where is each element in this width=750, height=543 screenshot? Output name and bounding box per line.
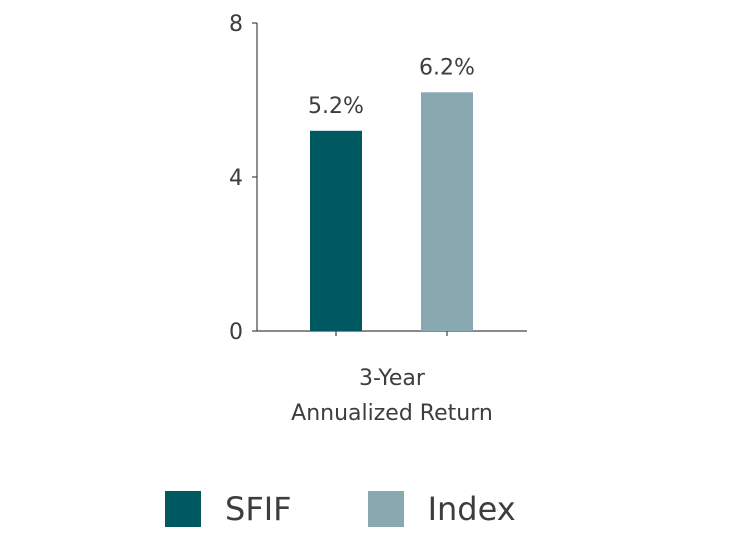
y-axis: 0 4 8: [229, 12, 258, 345]
x-axis: [257, 330, 527, 336]
category-label-line-2: Annualized Return: [291, 401, 493, 426]
bars: [310, 92, 473, 331]
legend: SFIF Index: [165, 490, 592, 528]
data-label-index: 6.2%: [419, 55, 475, 80]
data-label-sfif: 5.2%: [308, 94, 364, 119]
y-tick-label-4: 4: [229, 166, 243, 191]
legend-label-index: Index: [427, 490, 516, 528]
legend-item-index: Index: [367, 490, 516, 528]
category-label-line-1: 3-Year: [359, 366, 426, 391]
legend-label-sfif: SFIF: [225, 490, 292, 528]
legend-swatch-sfif: [165, 491, 201, 527]
bar-index: [421, 92, 473, 331]
bar-sfif: [310, 130, 362, 331]
y-tick-label-0: 0: [229, 320, 243, 345]
data-labels: 5.2% 6.2%: [308, 55, 475, 119]
category-labels: 3-Year Annualized Return: [291, 366, 493, 426]
y-tick-label-8: 8: [229, 12, 243, 37]
legend-swatch-index: [367, 491, 404, 527]
legend-item-sfif: SFIF: [165, 490, 292, 528]
